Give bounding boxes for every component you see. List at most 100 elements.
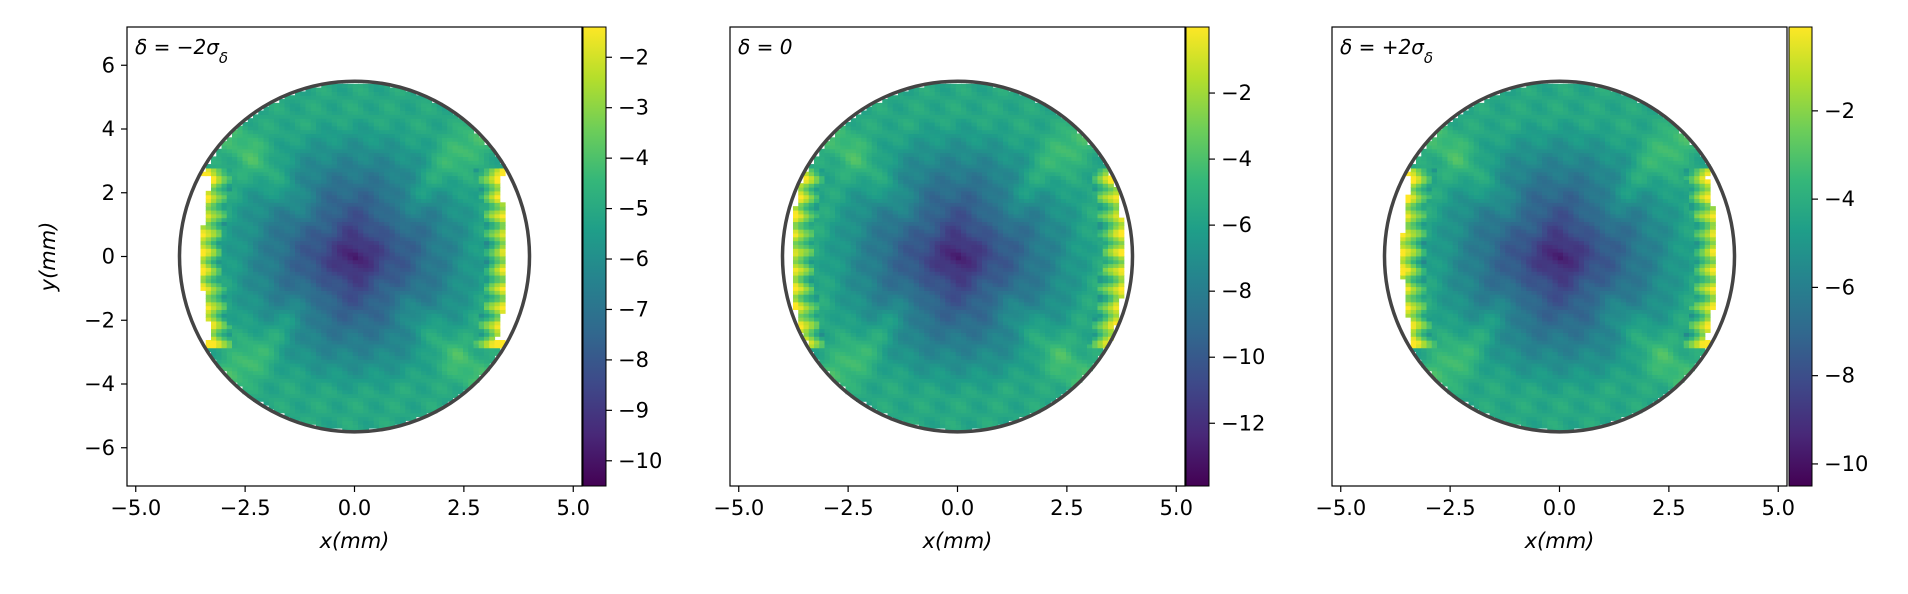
heatmap-cell — [205, 194, 212, 200]
heatmap-cell — [389, 137, 396, 142]
heatmap-cell — [253, 114, 259, 119]
heatmap-cell — [253, 252, 259, 257]
heatmap-cell — [452, 236, 459, 242]
heatmap-cell — [247, 290, 254, 295]
heatmap-cell — [368, 336, 375, 341]
heatmap-cell — [457, 305, 464, 311]
heatmap-cell — [410, 408, 417, 414]
heatmap-cell — [379, 347, 385, 353]
heatmap-cell — [352, 217, 359, 223]
heatmap-cell — [263, 359, 270, 364]
heatmap-cell — [808, 252, 815, 257]
heatmap-cell — [421, 114, 427, 119]
heatmap-cell — [321, 359, 328, 364]
heatmap-cell — [473, 160, 480, 165]
heatmap-cell — [363, 190, 370, 196]
heatmap-cell — [226, 324, 233, 330]
heatmap-cell — [808, 179, 815, 184]
heatmap-cell — [342, 340, 349, 345]
heatmap-cell — [835, 164, 841, 169]
heatmap-cell — [274, 187, 280, 192]
heatmap-cell — [494, 286, 501, 291]
heatmap-cell — [352, 152, 359, 158]
heatmap-cell — [358, 405, 364, 410]
heatmap-cell — [489, 324, 496, 330]
heatmap-cell — [226, 320, 233, 326]
heatmap-cell — [274, 366, 280, 372]
heatmap-cell — [247, 320, 254, 326]
heatmap-cell — [232, 355, 238, 360]
heatmap-cell — [352, 282, 359, 288]
heatmap-cell — [447, 148, 454, 154]
heatmap-cell — [232, 313, 238, 318]
heatmap-cell — [478, 206, 485, 211]
heatmap-cell — [331, 297, 338, 303]
heatmap-cell — [478, 225, 485, 230]
heatmap-cell — [321, 317, 328, 322]
heatmap-cell — [431, 179, 438, 184]
heatmap-cell — [484, 187, 490, 192]
heatmap-cell — [840, 248, 847, 253]
heatmap-cell — [326, 320, 333, 326]
heatmap-cell — [473, 305, 480, 311]
chart-panel-2: −5.0 −2.5 0.0 2.5 5.0x(mm)δ = 0−2−4−6−8−10−1… — [713, 26, 1265, 553]
heatmap-cell — [253, 278, 259, 284]
heatmap-cell — [268, 290, 275, 295]
heatmap-cell — [242, 209, 249, 215]
heatmap-cell — [405, 412, 412, 418]
heatmap-cell — [478, 278, 485, 284]
heatmap-cell — [431, 282, 438, 288]
heatmap-cell — [436, 187, 443, 192]
heatmap-cell — [400, 221, 406, 226]
heatmap-cell — [484, 209, 490, 215]
heatmap-cell — [463, 141, 469, 146]
heatmap-cell — [405, 217, 412, 223]
heatmap-cells — [793, 83, 1125, 433]
heatmap-cell — [263, 317, 270, 322]
heatmap-cell — [279, 305, 286, 311]
heatmap-cell — [300, 408, 307, 414]
heatmap-cell — [237, 225, 244, 230]
heatmap-cell — [279, 297, 286, 303]
heatmap-cell — [473, 248, 480, 253]
heatmap-cell — [835, 313, 841, 318]
heatmap-cell — [321, 301, 328, 307]
heatmap-cell — [405, 278, 412, 284]
heatmap-cell — [379, 95, 385, 100]
heatmap-cell — [384, 412, 391, 418]
heatmap-cell — [452, 355, 459, 360]
heatmap-cell — [284, 171, 291, 177]
heatmap-cell — [347, 317, 354, 322]
heatmap-cell — [295, 125, 301, 131]
heatmap-cell — [279, 160, 286, 165]
heatmap-cell — [226, 347, 233, 353]
heatmap-cell — [829, 374, 836, 379]
heatmap-cell — [216, 213, 223, 219]
heatmap-cell — [442, 351, 448, 356]
heatmap-cell — [358, 385, 364, 391]
heatmap-cell — [835, 194, 841, 200]
heatmap-cell — [268, 374, 275, 379]
heatmap-cell — [478, 309, 485, 314]
heatmap-cell — [221, 317, 228, 322]
heatmap-cell — [242, 366, 249, 372]
heatmap-cell — [295, 152, 301, 158]
heatmap-cell — [326, 190, 333, 196]
heatmap-cell — [814, 351, 820, 356]
heatmap-cell — [442, 278, 448, 284]
heatmap-cell — [211, 320, 217, 326]
heatmap-cell — [379, 244, 385, 249]
heatmap-cell — [379, 374, 385, 379]
heatmap-cell — [221, 286, 228, 291]
heatmap-cell — [394, 412, 401, 418]
heatmap-cell — [263, 290, 270, 295]
x-axis-label: x(mm) — [319, 529, 390, 553]
heatmap-cell — [263, 194, 270, 200]
heatmap-cell — [457, 328, 464, 333]
heatmap-cell — [310, 259, 317, 265]
heatmap-cell — [457, 301, 464, 307]
heatmap-cell — [295, 343, 301, 349]
heatmap-cell — [368, 91, 375, 96]
heatmap-cell — [316, 133, 322, 138]
heatmap-cell — [342, 255, 349, 261]
